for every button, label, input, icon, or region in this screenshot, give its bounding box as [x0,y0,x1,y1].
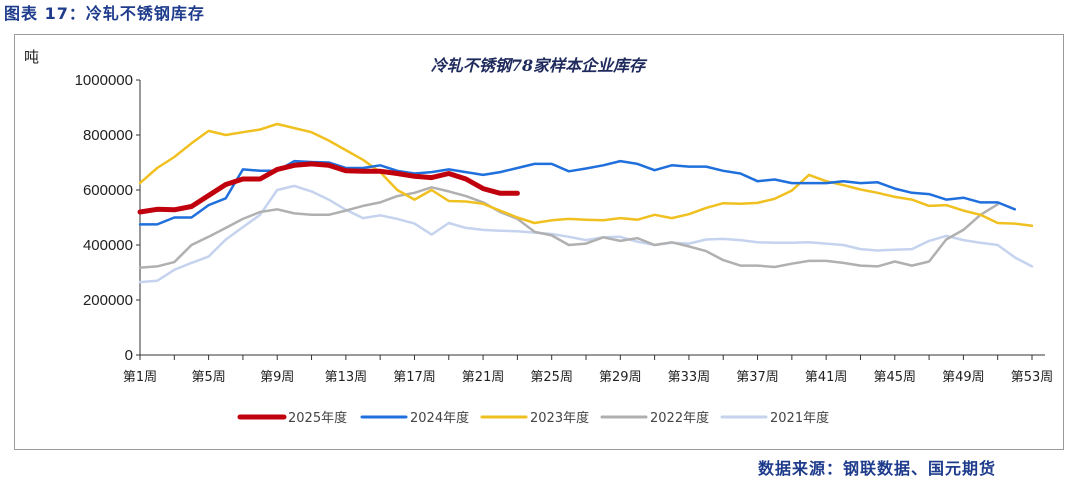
y-tick-label: 600000 [83,182,133,199]
chart-title: 冷轧不锈钢78家样本企业库存 [431,56,648,75]
x-tick-label: 第49周 [942,370,985,385]
x-tick-label: 第41周 [805,370,848,385]
x-tick-label: 第1周 [123,370,157,385]
x-tick-label: 第5周 [191,370,225,385]
x-tick-label: 第25周 [530,370,573,385]
series-lines [137,122,1034,284]
figure-title: 图表 17：冷轧不锈钢库存 [4,4,205,23]
x-tick-label: 第29周 [599,370,642,385]
series-line-2025年度 [137,161,520,215]
y-tick-label: 1000000 [75,72,133,89]
y-tick-label: 800000 [83,127,133,144]
x-tick-label: 第53周 [1011,370,1054,385]
x-tick-label: 第13周 [325,370,368,385]
x-tick-label: 第21周 [462,370,505,385]
x-tick-label: 第17周 [393,370,436,385]
series-line-2021年度 [138,184,1034,284]
legend: 2025年度 2024年度 2023年度 2022年度 2021年度 [237,410,829,426]
x-tick-label: 第33周 [668,370,711,385]
legend-label: 2025年度 [288,410,347,426]
x-tick-label: 第45周 [873,370,916,385]
y-tick-label: 200000 [83,292,133,309]
series-line-2022年度 [138,186,999,269]
x-tick-label: 第9周 [260,370,294,385]
y-tick-label: 400000 [83,237,133,254]
source-note: 数据来源：钢联数据、国元期货 [757,459,996,478]
series-line-2023年度 [138,122,1034,228]
legend-label: 2022年度 [650,410,709,426]
legend-label: 2021年度 [770,410,829,426]
legend-label: 2023年度 [530,410,589,426]
x-tick-label: 第37周 [736,370,779,385]
legend-label: 2024年度 [410,410,469,426]
y-tick-label: 0 [125,347,133,364]
axes: 0 200000 400000 600000 800000 1000000 第1周 第5周 第9… [75,72,1054,385]
chart-frame [14,34,1064,450]
y-axis-unit: 吨 [24,48,39,66]
